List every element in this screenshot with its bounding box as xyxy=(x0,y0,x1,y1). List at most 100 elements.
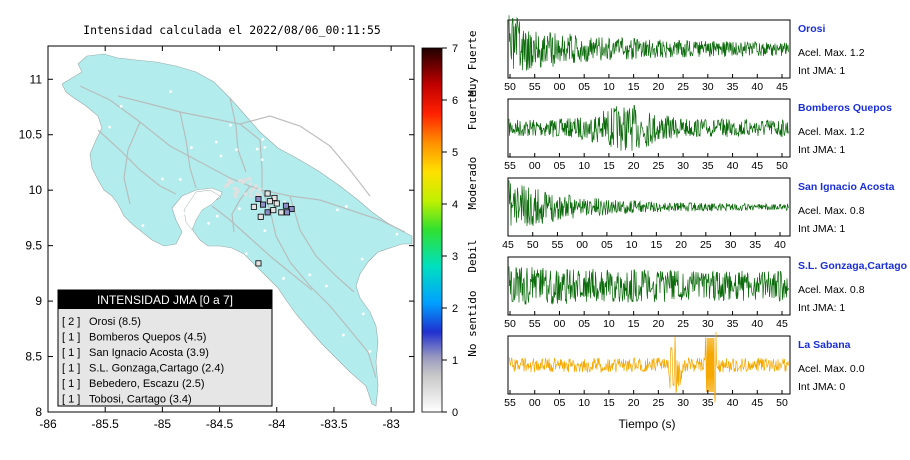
town-dot xyxy=(324,284,328,288)
waveform-panel: 50 55 00 05 10 15 20 25 30 35 40 45 S.L. Gonzaga,Car… xyxy=(504,256,907,330)
town-dot xyxy=(306,141,309,144)
time-tick-label: 40 xyxy=(727,160,739,172)
time-tick-label: 35 xyxy=(749,239,761,251)
time-tick-label: 00 xyxy=(554,318,566,330)
intensity-colorbar xyxy=(421,47,443,413)
town-dot xyxy=(249,194,253,198)
time-tick-label: 25 xyxy=(653,397,665,409)
town-dot xyxy=(119,104,123,108)
town-dot xyxy=(339,104,343,108)
town-dot xyxy=(229,180,234,185)
time-tick-label: 00 xyxy=(529,160,541,172)
lon-tick-label: -83.5 xyxy=(320,417,348,431)
lat-tick-label: 10.5 xyxy=(19,128,43,142)
town-dot xyxy=(214,140,218,144)
town-dot xyxy=(360,257,364,261)
time-tick-label: 45 xyxy=(776,318,788,330)
legend-count: [ 1 ] xyxy=(62,347,80,359)
time-tick-label: 45 xyxy=(502,239,514,251)
time-tick-label: 40 xyxy=(751,318,763,330)
station-marker xyxy=(255,196,262,203)
legend-item-name: S.L. Gonzaga,Cartago (2.4) xyxy=(89,363,224,375)
lon-tick-label: -85 xyxy=(154,417,172,431)
jma-intensity: Int JMA: 1 xyxy=(798,144,845,156)
town-dot xyxy=(228,258,232,261)
town-dot xyxy=(364,130,368,134)
legend-count: [ 1 ] xyxy=(62,332,80,344)
lat-tick-label: 10 xyxy=(29,183,43,197)
colorbar-tick-label: 5 xyxy=(452,147,458,159)
time-tick-label: 20 xyxy=(628,160,640,172)
station-marker xyxy=(257,213,264,220)
town-dot xyxy=(260,158,264,162)
station-name: S.L. Gonzaga,Cartago xyxy=(798,260,907,272)
waveform-trace xyxy=(508,180,789,227)
waveform-trace xyxy=(508,331,789,403)
intensity-legend: INTENSIDAD JMA [0 a 7] [ 2 ] Orosi (8.5)[… xyxy=(57,289,273,407)
town-dot xyxy=(255,147,259,151)
station-marker xyxy=(260,201,267,208)
time-tick-label: 30 xyxy=(677,397,689,409)
waveform-panel: 55 00 05 10 15 20 25 30 35 40 45 50 Bomberos Quepos A… xyxy=(504,98,892,172)
time-tick-label: 15 xyxy=(628,81,640,93)
time-tick-label: 10 xyxy=(626,239,638,251)
legend-count: [ 1 ] xyxy=(62,378,80,390)
station-marker xyxy=(288,206,295,213)
jma-intensity: Int JMA: 1 xyxy=(798,65,845,77)
time-tick-label: 25 xyxy=(677,318,689,330)
town-dot xyxy=(255,192,259,196)
town-dot xyxy=(183,211,187,215)
time-tick-label: 15 xyxy=(603,160,615,172)
max-acceleration: Acel. Max. 0.8 xyxy=(798,205,865,217)
time-tick-label: 05 xyxy=(578,318,590,330)
legend-header xyxy=(58,290,272,309)
town-dot xyxy=(169,90,173,94)
time-tick-label: 55 xyxy=(529,81,541,93)
time-tick-label: 00 xyxy=(529,397,541,409)
lon-tick-label: -84.5 xyxy=(206,417,234,431)
town-dot xyxy=(257,187,262,192)
station-marker xyxy=(250,203,257,210)
town-dot xyxy=(388,144,391,148)
town-dot xyxy=(243,192,248,196)
station-marker xyxy=(282,202,289,209)
time-tick-label: 30 xyxy=(702,318,714,330)
time-tick-label: 55 xyxy=(529,318,541,330)
map-axes: -86 -85.5 -85 -84.5 -84 -83.5 -83 11 10.5 10 9.5 9 8… xyxy=(19,46,414,431)
time-tick-label: 40 xyxy=(774,239,786,251)
town-dot xyxy=(141,224,145,228)
legend-item-name: San Ignacio Acosta (3.9) xyxy=(89,347,209,359)
colorbar-tick-label: 1 xyxy=(452,355,458,367)
town-dot xyxy=(161,177,164,181)
time-tick-label: 10 xyxy=(578,397,590,409)
waveform-panels: 50 55 00 05 10 15 20 25 30 35 40 45 Orosi Acel. Max. … xyxy=(502,15,907,409)
time-tick-label: 35 xyxy=(727,81,739,93)
town-dot xyxy=(368,349,372,353)
town-dot xyxy=(239,178,244,183)
time-tick-label: 55 xyxy=(504,397,516,409)
max-acceleration: Acel. Max. 1.2 xyxy=(798,47,865,59)
town-dot xyxy=(223,184,228,188)
map-plot: -86 -85.5 -85 -84.5 -84 -83.5 -83 11 10.5 10 9.5 9 8… xyxy=(19,45,415,431)
town-dot xyxy=(234,186,239,191)
time-tick-label: 10 xyxy=(578,160,590,172)
time-tick-label: 35 xyxy=(702,397,714,409)
time-tick-label: 50 xyxy=(504,318,516,330)
waveform-xlabel: Tiempo (s) xyxy=(619,417,676,431)
time-tick-label: 05 xyxy=(601,239,613,251)
station-marker xyxy=(264,209,271,216)
time-tick-label: 50 xyxy=(527,239,539,251)
town-dot xyxy=(108,125,112,129)
town-dot xyxy=(251,187,256,191)
lat-tick-label: 9.5 xyxy=(25,239,42,253)
town-dot xyxy=(261,137,265,141)
waveform-panel: 50 55 00 05 10 15 20 25 30 35 40 45 Orosi Acel. Max. … xyxy=(504,15,865,93)
time-tick-label: 05 xyxy=(554,397,566,409)
town-dot xyxy=(344,205,348,208)
town-dot xyxy=(290,126,294,130)
lon-tick-label: -86 xyxy=(39,417,57,431)
waveform-trace xyxy=(508,105,789,151)
map-title: Intensidad calculada el 2022/08/06_00:11… xyxy=(83,23,381,37)
time-tick-label: 10 xyxy=(603,318,615,330)
